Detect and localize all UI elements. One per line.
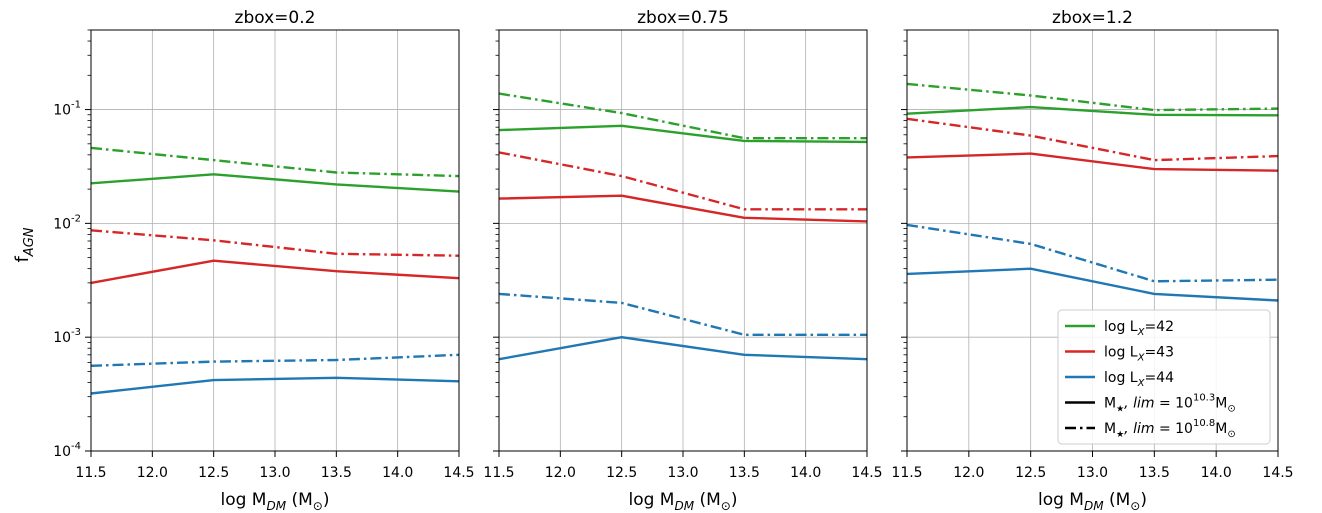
panel-title: zbox=0.2 [235, 8, 316, 28]
x-axis-label: log MDM (M⊙) [1038, 490, 1147, 513]
x-tick-label: 13.5 [321, 465, 352, 481]
x-tick-label: 13.0 [259, 465, 290, 481]
x-tick-label: 11.5 [75, 465, 106, 481]
x-axis-label: log MDM (M⊙) [628, 490, 737, 513]
y-tick-label: 10-1 [53, 100, 81, 119]
series-line-6 [906, 223, 1279, 283]
x-tick-label: 13.5 [729, 465, 760, 481]
legend-label-2: log LX=43 [1104, 345, 1174, 364]
legend-box [1057, 309, 1271, 445]
legend-label-5: M★, lim = 1010.8M⊙ [1104, 418, 1236, 440]
series-line-6 [498, 292, 867, 336]
legend-label-1: log LX=42 [1104, 319, 1174, 338]
x-tick-label: 12.5 [198, 465, 229, 481]
x-tick-label: 12.0 [137, 465, 168, 481]
x-tick-label: 12.5 [606, 465, 637, 481]
panel-1: zbox=0.2 11.5 12.0 12.5 13.0 13.5 14.0 14.5 10-4… [53, 8, 474, 513]
x-tick-label: 12.0 [953, 465, 984, 481]
series-line-2 [906, 82, 1279, 112]
x-tick-label: 13.0 [1077, 465, 1108, 481]
panel-3: zbox=1.2 11.5 12.0 12.5 13.0 13.5 14.0 14.5 log … [891, 8, 1293, 513]
series-line-3 [90, 259, 460, 285]
series-line-1 [498, 124, 868, 144]
y-tick-label: 10-4 [53, 441, 81, 460]
x-tick-label: 14.5 [851, 465, 882, 481]
x-tick-label: 12.0 [545, 465, 576, 481]
x-tick-label: 11.5 [483, 465, 514, 481]
x-tick-label: 14.0 [1201, 465, 1232, 481]
panel-2: zbox=0.75 11.5 12.0 12.5 13.0 13.5 14.0 14.5 log… [483, 8, 882, 513]
x-tick-label: 11.5 [891, 465, 922, 481]
series-line-3 [498, 194, 868, 223]
y-axis-label: fAGN [12, 227, 37, 262]
y-tick-label: 10-2 [53, 213, 81, 232]
panel-title: zbox=0.75 [637, 8, 729, 28]
series-line-2 [498, 92, 867, 140]
x-axis-label: log MDM (M⊙) [220, 490, 329, 513]
x-tick-label: 13.0 [667, 465, 698, 481]
series-line-3 [906, 152, 1279, 172]
series-line-1 [906, 105, 1279, 117]
series-line-2 [90, 146, 460, 178]
x-tick-label: 14.0 [382, 465, 413, 481]
y-tick-label: 10-3 [53, 327, 81, 346]
legend-label-4: M★, lim = 1010.3M⊙ [1104, 393, 1236, 415]
series-line-4 [906, 117, 1279, 162]
panel-title: zbox=1.2 [1052, 8, 1133, 28]
series-line-6 [90, 353, 460, 367]
series-line-5 [90, 376, 460, 395]
legend-label-3: log LX=44 [1104, 370, 1174, 389]
x-tick-label: 14.0 [790, 465, 821, 481]
series-line-4 [90, 229, 460, 257]
x-tick-label: 14.5 [1262, 465, 1293, 481]
x-tick-label: 12.5 [1015, 465, 1046, 481]
series-line-1 [90, 173, 460, 193]
series-line-5 [906, 267, 1279, 302]
legend: log LX=42 log LX=43 log LX=44 M★, lim = 101… [1057, 309, 1271, 445]
series-line-5 [498, 336, 868, 361]
x-tick-label: 13.5 [1139, 465, 1170, 481]
series-line-4 [498, 151, 867, 211]
x-tick-label: 14.5 [443, 465, 474, 481]
